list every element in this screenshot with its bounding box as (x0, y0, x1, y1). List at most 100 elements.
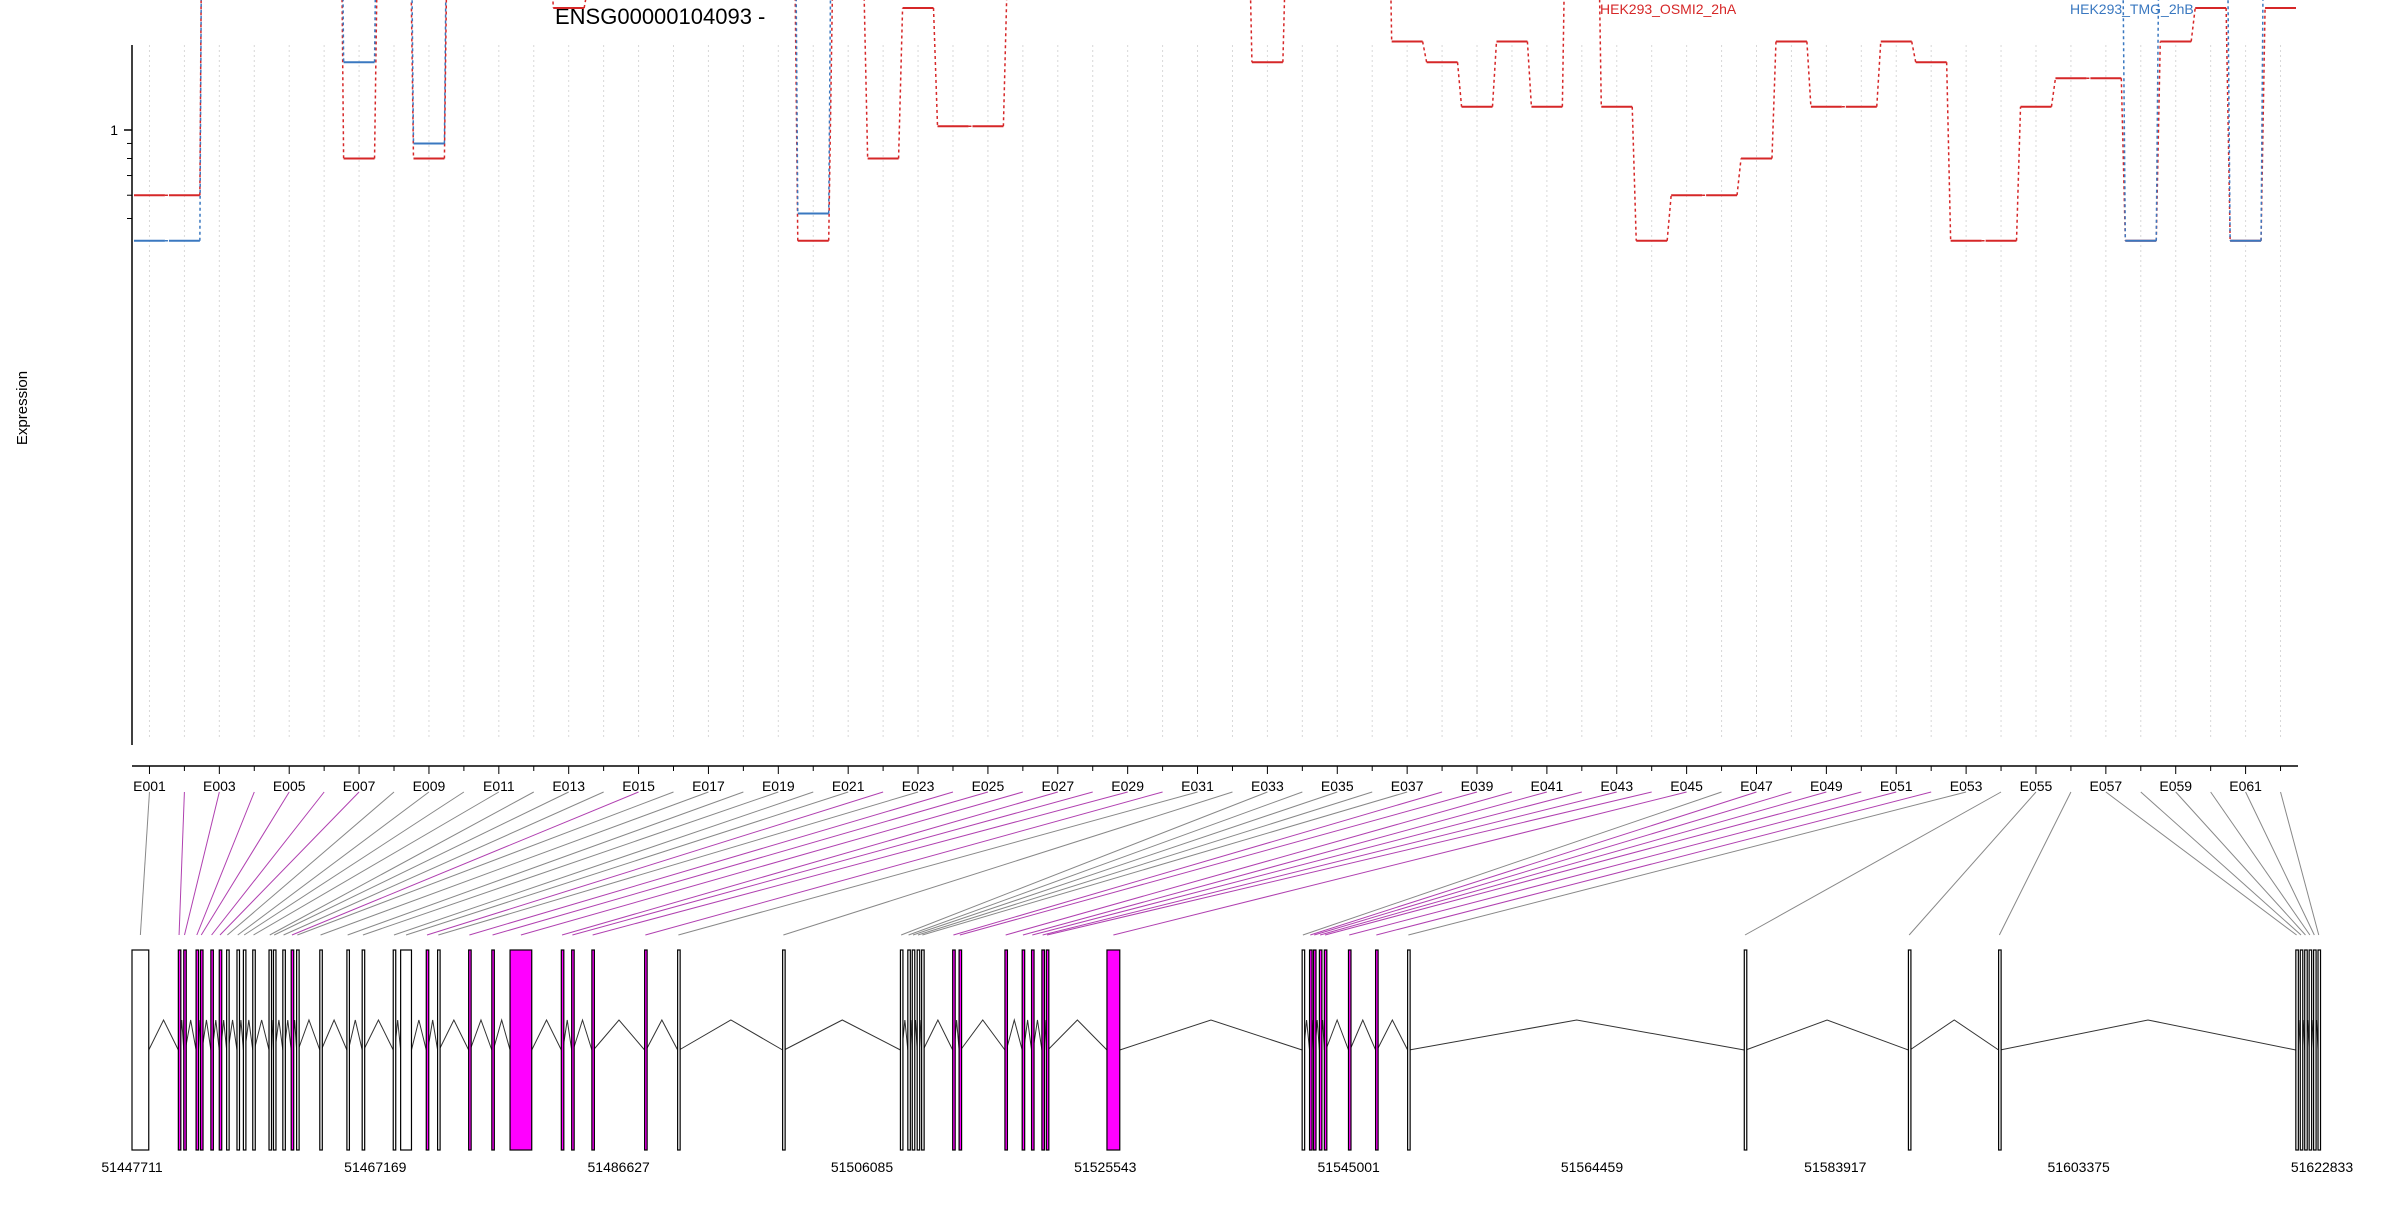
y-tick-label: 1 (110, 122, 118, 138)
exon-block (210, 949, 214, 1151)
intron (347, 1019, 363, 1051)
intron (960, 1019, 1006, 1051)
genomic-coordinate-label: 51486627 (588, 1159, 651, 1175)
gene-model-layer (131, 949, 2322, 1151)
intron (438, 1018, 470, 1051)
exon-block (236, 949, 241, 1151)
x-tick-label: E047 (1740, 778, 1773, 794)
exon-connector (362, 791, 779, 936)
intron (427, 1019, 439, 1051)
exon-connector (2175, 791, 2306, 936)
exon-connector (922, 791, 1408, 936)
exon-block (1318, 949, 1323, 1151)
exon-block (252, 949, 256, 1151)
exon-block (2317, 949, 2322, 1151)
exon-connector (405, 791, 849, 936)
x-tick-label: E029 (1111, 778, 1144, 794)
x-tick-label: E017 (692, 778, 725, 794)
exon-block (1374, 949, 1379, 1151)
exon-connector (139, 791, 150, 936)
x-tick-label: E005 (273, 778, 306, 794)
x-tick-label: E031 (1181, 778, 1214, 794)
x-tick-label: E043 (1600, 778, 1633, 794)
x-tick-label: E025 (972, 778, 1005, 794)
exon-connector (196, 791, 255, 936)
exon-connector (1046, 791, 1652, 936)
exon-block (677, 949, 681, 1151)
exon-block (400, 949, 413, 1151)
exon-block (1323, 949, 1328, 1151)
intron (363, 1018, 394, 1051)
x-tick-label: E021 (832, 778, 865, 794)
exon-block (218, 949, 223, 1151)
exon-block (242, 949, 247, 1151)
exon-connector (678, 791, 1198, 936)
intron (1325, 1018, 1349, 1051)
exon-connector (561, 791, 1058, 936)
x-tick-label: E035 (1321, 778, 1354, 794)
exon-connector (1032, 791, 1582, 936)
exon-block (296, 949, 300, 1151)
exon-block (591, 949, 595, 1151)
genomic-coordinate-label: 51525543 (1074, 1159, 1137, 1175)
exon-connector (2245, 791, 2315, 936)
exon-block (392, 949, 397, 1151)
exon-connector (320, 791, 709, 936)
exon-connector (1998, 791, 2072, 936)
exon-connector (783, 791, 1233, 936)
exon-block (2295, 949, 2299, 1151)
exon-connector (178, 791, 185, 936)
axes-layer: 110203050100E001E003E005E007E009E011E013… (110, 45, 2298, 794)
exon-connector (1408, 791, 1967, 936)
x-tick-label: E001 (133, 778, 166, 794)
exon-connector (645, 791, 1163, 936)
intron (492, 1018, 511, 1051)
exon-connector (283, 791, 604, 936)
intron (531, 1018, 562, 1051)
exon-block (1347, 949, 1352, 1151)
x-tick-label: E015 (622, 778, 655, 794)
exon-connector (492, 791, 989, 936)
exon-connector (1310, 791, 1757, 936)
x-tick-label: E023 (902, 778, 935, 794)
genomic-coordinate-label: 51622833 (2291, 1159, 2354, 1175)
exon-connector (1376, 791, 1932, 936)
exon-block (921, 949, 925, 1151)
exon-connector (211, 791, 325, 936)
intron (1047, 1019, 1108, 1051)
legend-series-a: HEK293_OSMI2_2hA (1600, 1, 1737, 17)
intron (253, 1019, 270, 1051)
exon-block (468, 949, 472, 1151)
exon-connector (269, 791, 534, 936)
exon-block (1407, 949, 1411, 1151)
exon-block (916, 949, 921, 1151)
exon-block (1045, 949, 1050, 1151)
exon-connector (917, 791, 1373, 936)
exon-connector (426, 791, 884, 936)
x-tick-label: E019 (762, 778, 795, 794)
exon-connector (347, 791, 744, 936)
exon-connector (1324, 791, 1862, 936)
exon-connector (237, 791, 430, 936)
exon-connector (592, 791, 1128, 936)
chart-title: ENSG00000104093 - (555, 4, 765, 29)
x-tick-label: E003 (203, 778, 236, 794)
intron (592, 1019, 645, 1051)
intron (922, 1018, 954, 1051)
exon-block (195, 949, 200, 1151)
x-tick-label: E011 (483, 778, 515, 794)
intron (410, 1019, 427, 1051)
x-tick-label: E059 (2159, 778, 2192, 794)
series-2 (134, 0, 2264, 242)
exon-connector (1349, 791, 1897, 936)
intron (645, 1018, 679, 1051)
exon-block (491, 949, 495, 1151)
intron (1999, 1019, 2296, 1051)
exon-connector (227, 791, 395, 936)
intron (1005, 1018, 1023, 1051)
intron (1909, 1019, 1999, 1051)
x-tick-label: E051 (1880, 778, 1913, 794)
exon-connector (1022, 791, 1548, 936)
exon-connector (1908, 791, 2037, 936)
